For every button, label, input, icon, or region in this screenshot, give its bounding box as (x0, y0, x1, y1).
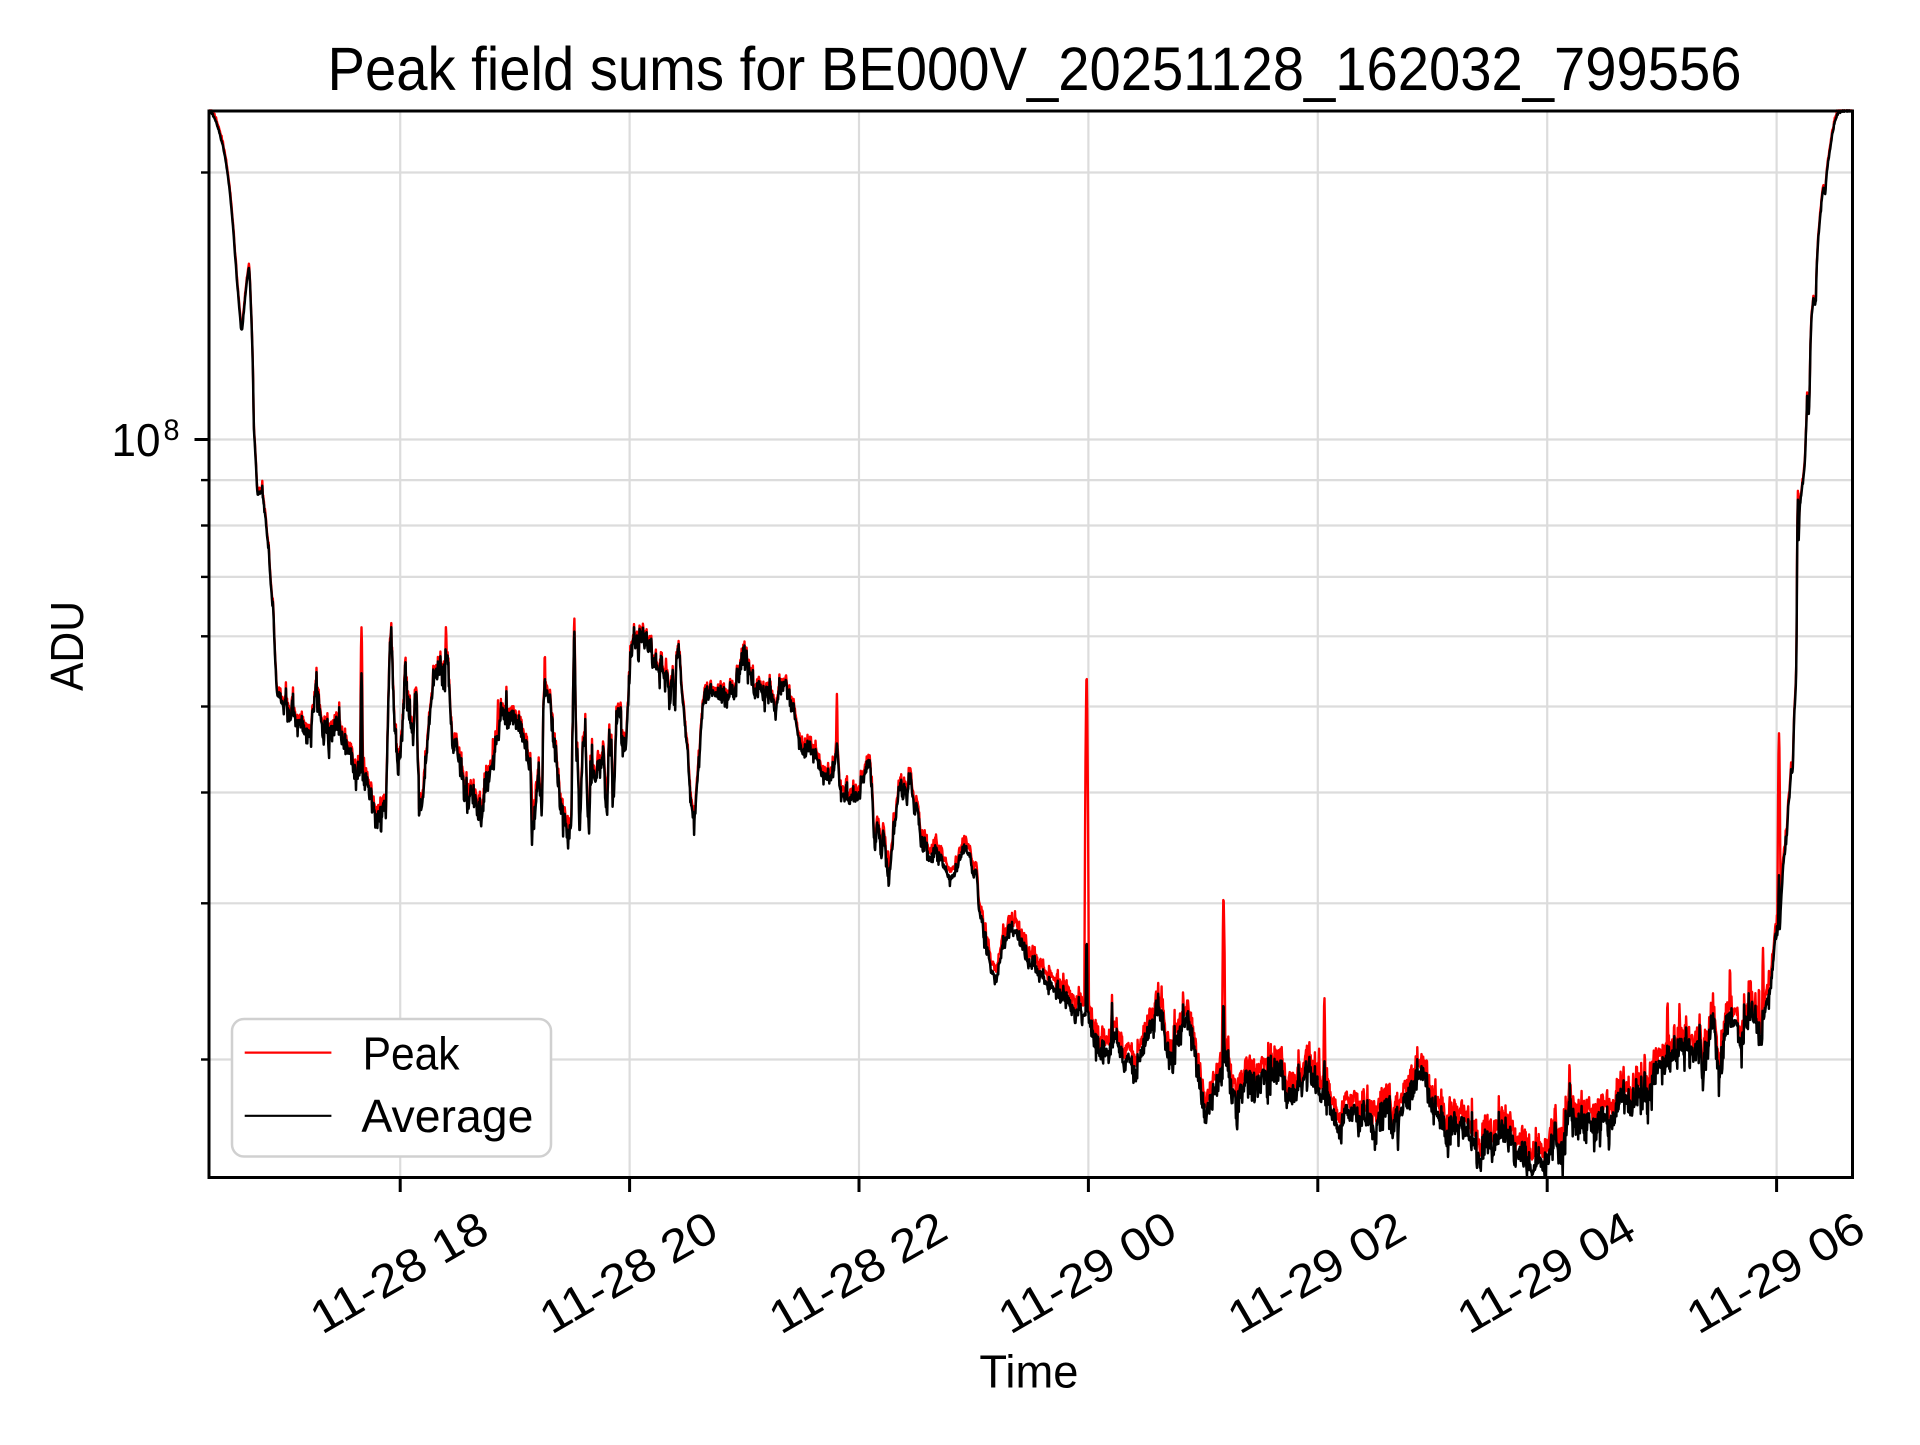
svg-text:10: 10 (112, 414, 161, 466)
svg-text:Average: Average (361, 1090, 533, 1142)
svg-text:Peak field sums for BE000V_202: Peak field sums for BE000V_20251128_1620… (328, 35, 1742, 103)
svg-text:Peak: Peak (363, 1028, 461, 1080)
svg-text:ADU: ADU (41, 601, 93, 691)
svg-text:Time: Time (979, 1345, 1078, 1397)
svg-text:8: 8 (164, 414, 180, 447)
